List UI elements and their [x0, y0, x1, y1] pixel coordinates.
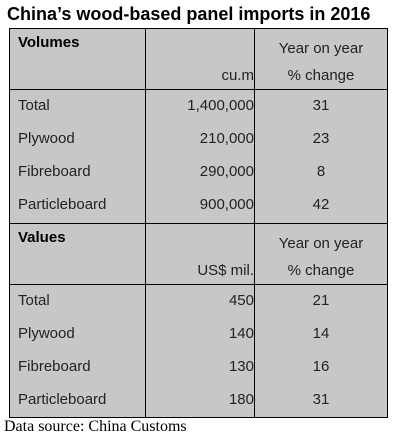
row-change: 23 [312, 130, 330, 147]
volumes-change-header-line1: Year on year [278, 40, 364, 57]
row-change: 31 [312, 97, 330, 114]
table-row: Total 450 21 [10, 286, 387, 318]
row-name: Particleboard [18, 391, 107, 408]
volumes-change-header-line2: % change [287, 67, 355, 84]
row-name: Particleboard [18, 196, 107, 213]
row-value: 130 [228, 358, 254, 375]
volumes-section: Volumes cu.m Year on year % change Total… [10, 29, 387, 223]
section-divider [10, 223, 387, 224]
row-value: 210,000 [199, 130, 254, 147]
volumes-label: Volumes [18, 34, 80, 51]
row-value: 450 [228, 292, 254, 309]
row-name: Fibreboard [18, 358, 91, 375]
values-header: Values US$ mil. Year on year % change [10, 224, 387, 285]
row-value: 900,000 [199, 196, 254, 213]
row-change: 8 [316, 163, 326, 180]
values-change-header-line2: % change [287, 262, 355, 279]
row-change: 42 [312, 196, 330, 213]
row-value: 290,000 [199, 163, 254, 180]
table-row: Particleboard 180 31 [10, 385, 387, 417]
values-label: Values [18, 229, 66, 246]
table-row: Fibreboard 130 16 [10, 352, 387, 384]
data-source-note: Data source: China Customs [4, 418, 187, 435]
volumes-header: Volumes cu.m Year on year % change [10, 29, 387, 90]
row-name: Plywood [18, 130, 75, 147]
table-title: China’s wood-based panel imports in 2016 [7, 4, 371, 24]
values-change-header-line1: Year on year [278, 235, 364, 252]
row-name: Fibreboard [18, 163, 91, 180]
row-name: Plywood [18, 325, 75, 342]
row-change: 21 [312, 292, 330, 309]
values-unit: US$ mil. [197, 262, 254, 279]
table-row: Total 1,400,000 31 [10, 91, 387, 123]
imports-table: Volumes cu.m Year on year % change Total… [9, 28, 388, 418]
row-name: Total [18, 292, 50, 309]
table-row: Fibreboard 290,000 8 [10, 157, 387, 189]
table-row: Plywood 140 14 [10, 319, 387, 351]
row-value: 1,400,000 [187, 97, 254, 114]
values-section: Values US$ mil. Year on year % change To… [10, 224, 387, 417]
row-value: 180 [228, 391, 254, 408]
row-name: Total [18, 97, 50, 114]
volumes-unit: cu.m [221, 67, 254, 84]
row-value: 140 [228, 325, 254, 342]
row-change: 16 [312, 358, 330, 375]
table-row: Plywood 210,000 23 [10, 124, 387, 156]
table-row: Particleboard 900,000 42 [10, 190, 387, 222]
row-change: 14 [312, 325, 330, 342]
row-change: 31 [312, 391, 330, 408]
